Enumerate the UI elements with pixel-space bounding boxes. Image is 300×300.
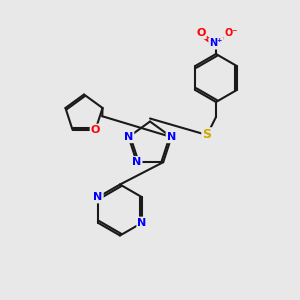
Text: N: N	[137, 218, 147, 228]
Text: N: N	[93, 192, 103, 202]
Text: N⁺: N⁺	[209, 38, 223, 49]
Text: O: O	[196, 28, 206, 38]
Text: N: N	[167, 132, 176, 142]
Text: O⁻: O⁻	[224, 28, 238, 38]
Text: N: N	[132, 157, 141, 167]
Text: N: N	[124, 132, 133, 142]
Text: O: O	[91, 125, 100, 135]
Text: S: S	[202, 128, 211, 142]
